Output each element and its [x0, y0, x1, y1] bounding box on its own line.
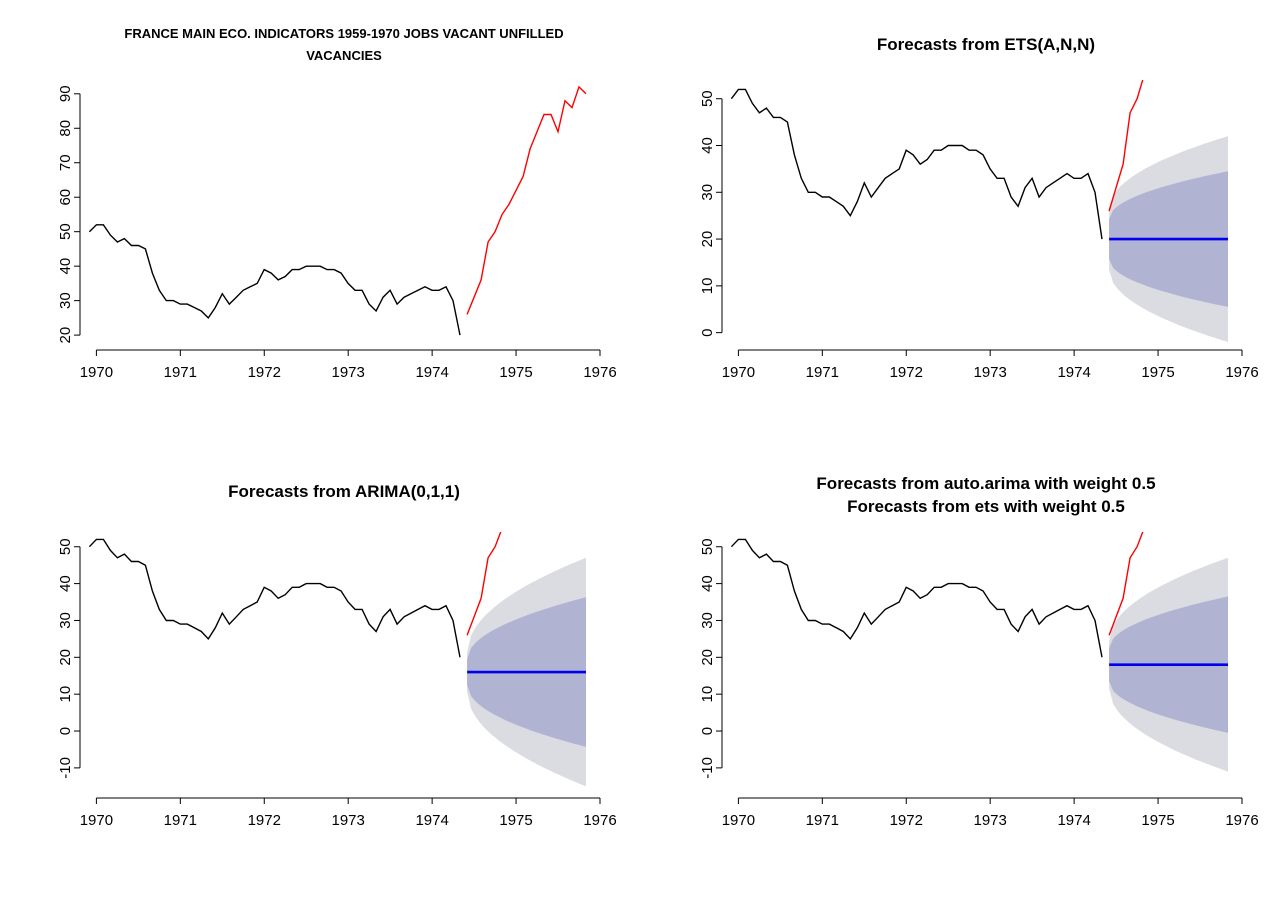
y-tick-label: 50 — [57, 223, 74, 240]
y-tick-label: 0 — [57, 727, 74, 735]
history-line — [730, 88, 1103, 240]
y-tick-label: -10 — [57, 757, 74, 779]
x-tick-label: 1973 — [332, 364, 365, 381]
panel-4: Forecasts from auto.arima with weight 0.… — [699, 474, 1259, 829]
x-tick-label: 1974 — [1057, 812, 1090, 829]
y-tick-label: 20 — [699, 231, 716, 248]
y-tick-label: 10 — [699, 278, 716, 295]
x-tick-label: 1976 — [583, 812, 616, 829]
x-tick-label: 1976 — [1225, 364, 1258, 381]
x-tick-label: 1975 — [1141, 364, 1174, 381]
y-tick-label: 30 — [699, 612, 716, 629]
y-tick-label: 20 — [699, 649, 716, 666]
chart-title-line-1: Forecasts from auto.arima with weight 0.… — [816, 474, 1155, 493]
x-tick-label: 1972 — [248, 812, 281, 829]
y-tick-label: 0 — [699, 328, 716, 336]
panel-3: Forecasts from ARIMA(0,1,1) 1970 1971 1972 1… — [57, 482, 617, 829]
y-tick-label: 30 — [699, 184, 716, 201]
actual-line — [1108, 80, 1144, 212]
history-line — [730, 538, 1103, 658]
x-tick-label: 1976 — [1225, 812, 1258, 829]
x-tick-label: 1971 — [806, 812, 839, 829]
y-tick-label: 10 — [57, 686, 74, 703]
x-tick-label: 1973 — [974, 812, 1007, 829]
y-tick-label: 80 — [57, 120, 74, 137]
y-tick-label: 30 — [57, 612, 74, 629]
x-tick-label: 1970 — [80, 364, 113, 381]
x-tick-label: 1972 — [890, 812, 923, 829]
y-tick-label: 60 — [57, 189, 74, 206]
actual-line — [466, 85, 587, 315]
x-tick-label: 1974 — [1057, 364, 1090, 381]
x-tick-label: 1973 — [974, 364, 1007, 381]
y-tick-label: 50 — [699, 90, 716, 107]
y-tick-label: 50 — [699, 538, 716, 555]
chart-title-line-2: VACANCIES — [306, 48, 382, 63]
chart-title-line-1: FRANCE MAIN ECO. INDICATORS 1959-1970 JO… — [124, 26, 563, 41]
x-tick-label: 1974 — [415, 812, 448, 829]
x-tick-label: 1971 — [806, 364, 839, 381]
chart-title-line-2: Forecasts from ets with weight 0.5 — [847, 497, 1125, 516]
y-tick-label: 20 — [57, 327, 74, 344]
y-tick-label: 70 — [57, 154, 74, 171]
y-tick-label: 40 — [57, 575, 74, 592]
y-tick-label: -10 — [699, 757, 716, 779]
history-line — [88, 538, 461, 658]
panel-1: FRANCE MAIN ECO. INDICATORS 1959-1970 JO… — [57, 26, 617, 381]
y-tick-label: 40 — [699, 575, 716, 592]
x-tick-label: 1975 — [1141, 812, 1174, 829]
x-tick-label: 1971 — [164, 364, 197, 381]
history-line — [88, 224, 461, 336]
x-tick-label: 1972 — [890, 364, 923, 381]
x-tick-label: 1971 — [164, 812, 197, 829]
chart-title-line-1: Forecasts from ETS(A,N,N) — [877, 35, 1095, 54]
x-tick-label: 1970 — [722, 812, 755, 829]
y-tick-label: 10 — [699, 686, 716, 703]
y-tick-label: 50 — [57, 538, 74, 555]
x-tick-label: 1972 — [248, 364, 281, 381]
x-tick-label: 1974 — [415, 364, 448, 381]
actual-line — [466, 532, 502, 636]
chart-title-line-1: Forecasts from ARIMA(0,1,1) — [228, 482, 460, 501]
y-tick-label: 90 — [57, 85, 74, 102]
panel-2: Forecasts from ETS(A,N,N) 1970 1971 1972 197… — [699, 35, 1259, 381]
y-tick-label: 20 — [57, 649, 74, 666]
x-tick-label: 1975 — [499, 364, 532, 381]
y-tick-label: 30 — [57, 292, 74, 309]
y-tick-label: 0 — [699, 727, 716, 735]
y-tick-label: 40 — [699, 137, 716, 154]
x-tick-label: 1975 — [499, 812, 532, 829]
y-tick-label: 40 — [57, 258, 74, 275]
x-tick-label: 1970 — [80, 812, 113, 829]
x-tick-label: 1976 — [583, 364, 616, 381]
actual-line — [1108, 532, 1144, 636]
x-tick-label: 1970 — [722, 364, 755, 381]
x-tick-label: 1973 — [332, 812, 365, 829]
